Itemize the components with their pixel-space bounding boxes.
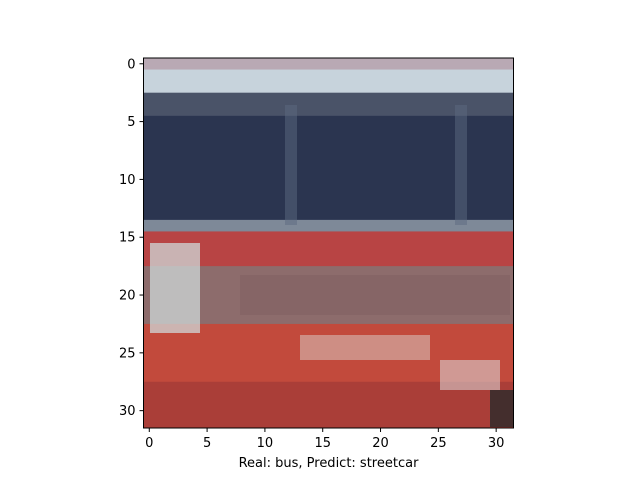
x-tick-label: 25 bbox=[430, 436, 447, 451]
y-tick-label: 25 bbox=[119, 346, 136, 361]
y-tick-label: 15 bbox=[119, 231, 136, 246]
image-band-3 bbox=[143, 115, 514, 221]
image-band-1 bbox=[143, 69, 514, 94]
x-tick-label: 0 bbox=[145, 436, 153, 451]
y-axis-ticks: 0 5 10 15 20 25 30 bbox=[119, 57, 144, 419]
axes-frame bbox=[143, 57, 514, 429]
x-axis-label: Real: bus, Predict: streetcar bbox=[239, 456, 419, 471]
y-tick-label: 20 bbox=[119, 289, 136, 304]
x-tick-label: 30 bbox=[488, 436, 505, 451]
image-band-2 bbox=[143, 92, 514, 117]
image-pixels bbox=[143, 58, 514, 429]
x-tick-label: 20 bbox=[372, 436, 389, 451]
y-tick-label: 30 bbox=[119, 404, 136, 419]
y-tick-label: 5 bbox=[127, 115, 135, 130]
x-tick-label: 10 bbox=[257, 436, 274, 451]
x-axis-ticks: 0 5 10 15 20 25 30 bbox=[145, 428, 504, 451]
image-band-0 bbox=[143, 58, 514, 71]
image-band-4 bbox=[143, 219, 514, 232]
x-tick-label: 15 bbox=[314, 436, 331, 451]
image-band-6 bbox=[143, 266, 514, 325]
image-band-5 bbox=[143, 231, 514, 267]
y-tick-label: 10 bbox=[119, 173, 136, 188]
y-tick-label: 0 bbox=[127, 57, 135, 72]
x-tick-label: 5 bbox=[203, 436, 211, 451]
image-details bbox=[150, 105, 514, 427]
